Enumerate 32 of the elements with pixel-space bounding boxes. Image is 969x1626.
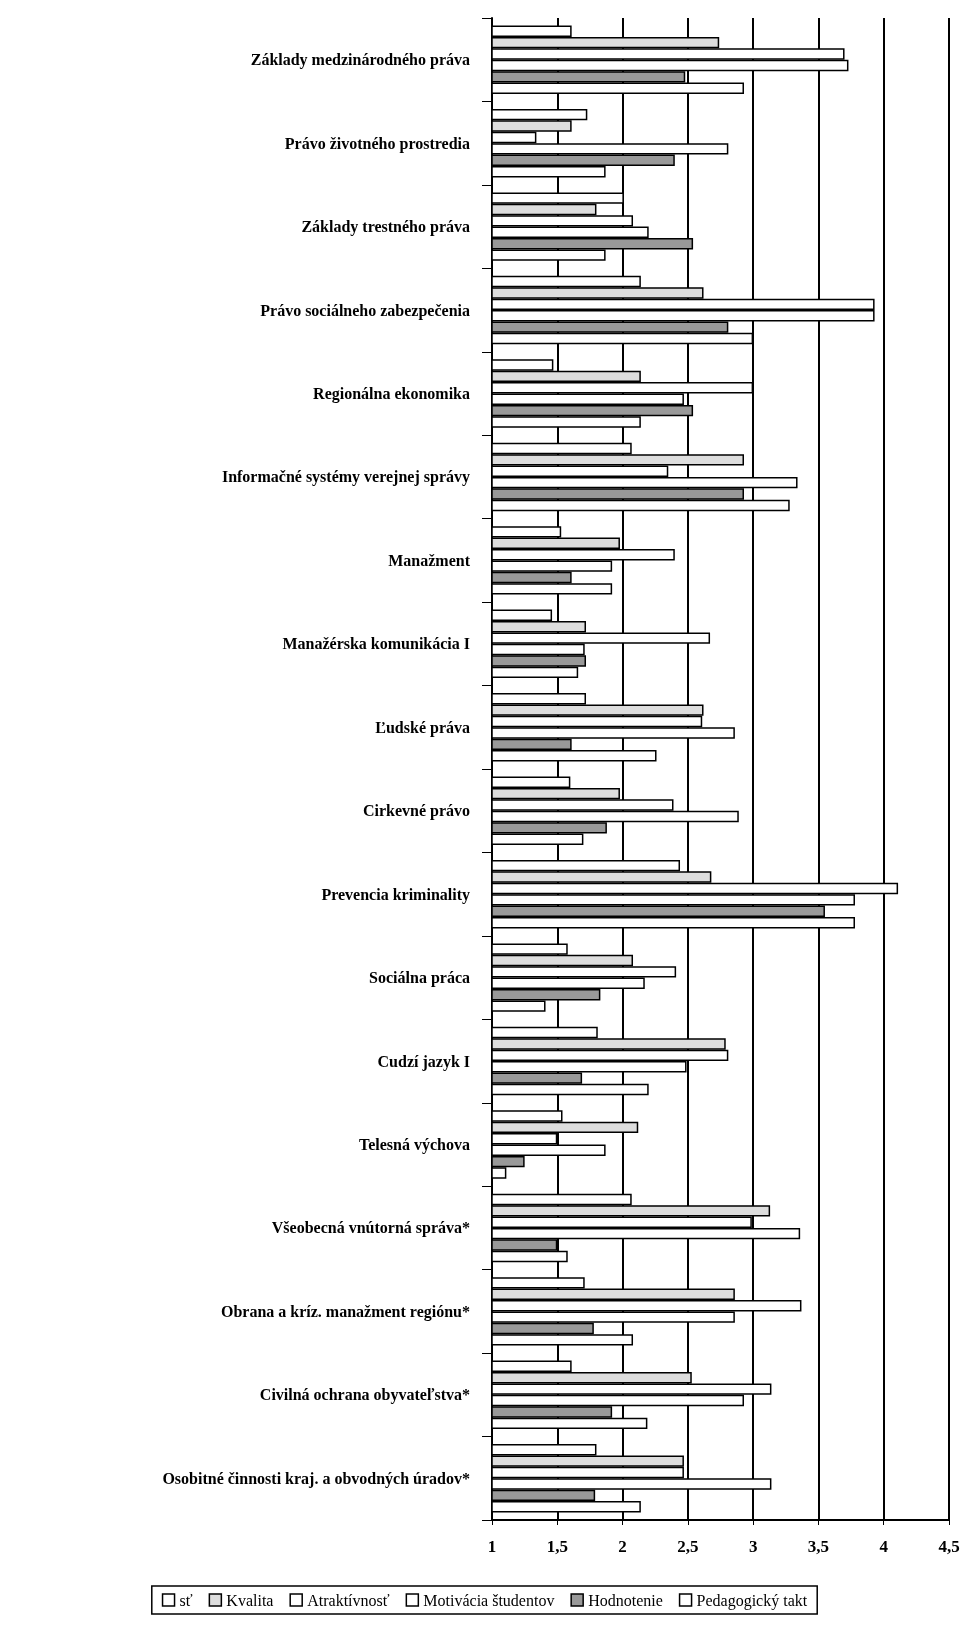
legend-label: Pedagogický takt: [696, 1591, 808, 1610]
legend-label: Atraktívnosť: [307, 1591, 390, 1609]
y-tick-label: Všeobecná vnútorná správa*: [271, 1219, 470, 1238]
y-tick-label: Právo životného prostredia: [284, 134, 470, 153]
y-tick-label: Informačné systémy verejnej správy: [221, 468, 470, 487]
y-tick-label: Cudzí jazyk I: [377, 1052, 470, 1071]
x-tick-label: 2: [618, 1537, 627, 1556]
legend-label: Hodnotenie: [588, 1591, 663, 1609]
x-tick-label: 4,5: [938, 1537, 960, 1556]
y-tick-label: Ľudské práva: [375, 718, 470, 737]
y-tick-label: Základy medzinárodného práva: [250, 51, 470, 70]
x-tick-label: 3,5: [807, 1537, 830, 1556]
legend-label: Motivácia študentov: [423, 1591, 555, 1609]
legend-label: Kvalita: [226, 1591, 274, 1609]
y-tick-label: Manažérska komunikácia I: [282, 635, 470, 653]
x-tick-label: 1: [487, 1537, 497, 1556]
y-tick-label: Regionálna ekonomika: [313, 385, 470, 403]
y-tick-label: Cirkevné právo: [362, 802, 470, 821]
x-tick-label: 4: [879, 1537, 889, 1556]
x-tick-label: 3: [748, 1537, 758, 1556]
y-tick-label: Právo sociálneho zabezpečenia: [260, 301, 470, 320]
y-tick-label: Prevencia kriminality: [321, 885, 470, 904]
y-tick-label: Telesná výchova: [359, 1136, 470, 1154]
y-tick-label: Manažment: [388, 551, 471, 569]
y-tick-label: Osobitné činnosti kraj. a obvodných úradov*: [162, 1469, 470, 1488]
y-tick-label: Základy trestného práva: [301, 218, 470, 237]
y-tick-label: Sociálna práca: [369, 969, 470, 988]
x-tick-label: 2,5: [677, 1537, 699, 1556]
y-tick-label: Obrana a kríz. manažment regiónu*: [220, 1302, 470, 1321]
x-tick-label: 1,5: [546, 1537, 568, 1556]
y-tick-label: Civilná ochrana obyvateľstva*: [259, 1386, 470, 1405]
legend-label: sť: [179, 1591, 193, 1609]
